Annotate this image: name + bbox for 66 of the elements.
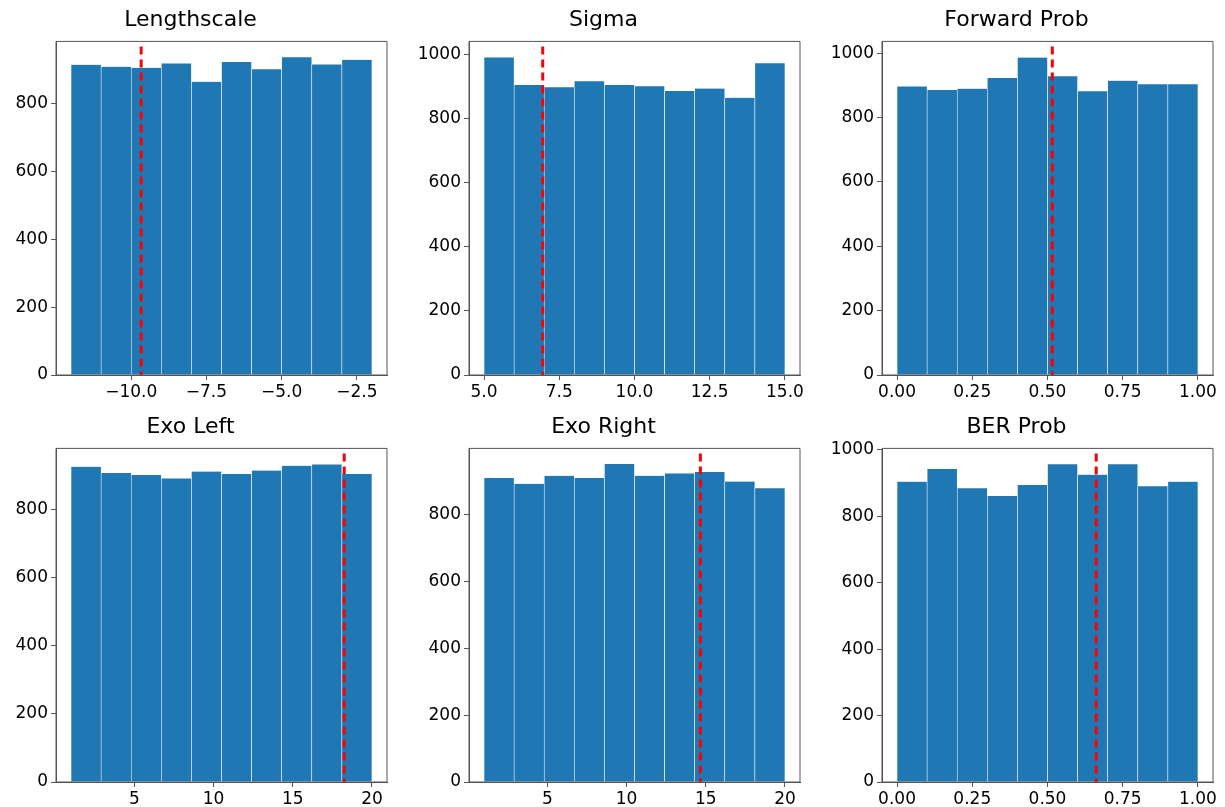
x-tick-label: 1.00 — [1179, 380, 1217, 401]
y-tick-label: 200 — [428, 703, 461, 724]
y-tick-label: 1000 — [417, 42, 461, 63]
x-tick-label: 5 — [128, 787, 140, 807]
x-tick-label: 10.0 — [615, 380, 654, 401]
y-tick-label: 0 — [863, 770, 874, 791]
y-tick-label: 200 — [841, 703, 874, 724]
x-tick-label: 20 — [774, 787, 796, 807]
x-tick-label: 0.50 — [1028, 787, 1067, 807]
y-tick-label: 800 — [428, 106, 461, 127]
y-tick-label: 600 — [428, 170, 461, 191]
y-tick-label: 400 — [428, 235, 461, 256]
chart-title: BER Prob — [966, 412, 1067, 438]
chart-title: Sigma — [569, 5, 638, 31]
y-tick-label: 0 — [37, 770, 48, 791]
chart-title: Forward Prob — [944, 5, 1089, 31]
chart-title: Exo Right — [551, 412, 657, 438]
y-tick-label: 0 — [863, 363, 874, 384]
y-tick-label: 800 — [841, 504, 874, 525]
x-tick-label: 5.0 — [470, 380, 498, 401]
y-tick-label: 600 — [841, 170, 874, 191]
y-tick-label: 200 — [428, 299, 461, 320]
y-tick-label: 800 — [841, 106, 874, 127]
y-tick-label: 400 — [841, 637, 874, 658]
y-tick-label: 200 — [15, 702, 48, 723]
x-tick-label: 0.00 — [878, 787, 916, 807]
y-tick-label: 600 — [428, 570, 461, 591]
y-tick-label: 800 — [15, 497, 48, 518]
y-tick-label: 0 — [37, 363, 48, 384]
x-tick-label: 7.5 — [545, 380, 573, 401]
y-tick-label: 400 — [15, 633, 48, 654]
x-tick-label: 15 — [694, 787, 717, 807]
y-tick-label: 600 — [15, 565, 48, 586]
y-tick-label: 400 — [841, 234, 874, 255]
x-tick-label: 10 — [615, 787, 638, 807]
y-tick-label: 800 — [15, 92, 48, 113]
x-tick-label: 0.50 — [1028, 380, 1067, 401]
chart-title: Exo Left — [146, 412, 235, 438]
x-tick-label: 0.75 — [1103, 380, 1142, 401]
y-tick-label: 200 — [841, 299, 874, 320]
x-tick-label: 12.5 — [690, 380, 729, 401]
y-tick-label: 200 — [15, 295, 48, 316]
y-tick-label: 1000 — [830, 41, 874, 62]
y-tick-label: 0 — [450, 770, 461, 791]
x-tick-label: 0.25 — [953, 787, 992, 807]
x-tick-label: 10 — [202, 787, 225, 807]
y-tick-label: 1000 — [830, 438, 874, 459]
x-tick-label: 5 — [541, 787, 553, 807]
chart-title: Lengthscale — [124, 5, 257, 31]
x-tick-label: 0.00 — [878, 380, 916, 401]
x-tick-label: 20 — [361, 787, 383, 807]
x-tick-label: 0.25 — [953, 380, 992, 401]
x-tick-label: 15 — [281, 787, 304, 807]
x-tick-label: −10.0 — [105, 380, 158, 401]
y-tick-label: 400 — [15, 227, 48, 248]
x-tick-label: −5.0 — [261, 380, 303, 401]
y-tick-label: 0 — [450, 363, 461, 384]
x-tick-label: 15.0 — [766, 380, 804, 401]
x-tick-label: 0.75 — [1103, 787, 1142, 807]
y-tick-label: 600 — [841, 571, 874, 592]
x-tick-label: −2.5 — [336, 380, 378, 401]
y-tick-label: 400 — [428, 636, 461, 657]
x-tick-label: −7.5 — [185, 380, 228, 401]
y-tick-label: 800 — [428, 503, 461, 524]
y-tick-label: 600 — [15, 160, 48, 181]
x-tick-label: 1.00 — [1179, 787, 1217, 807]
